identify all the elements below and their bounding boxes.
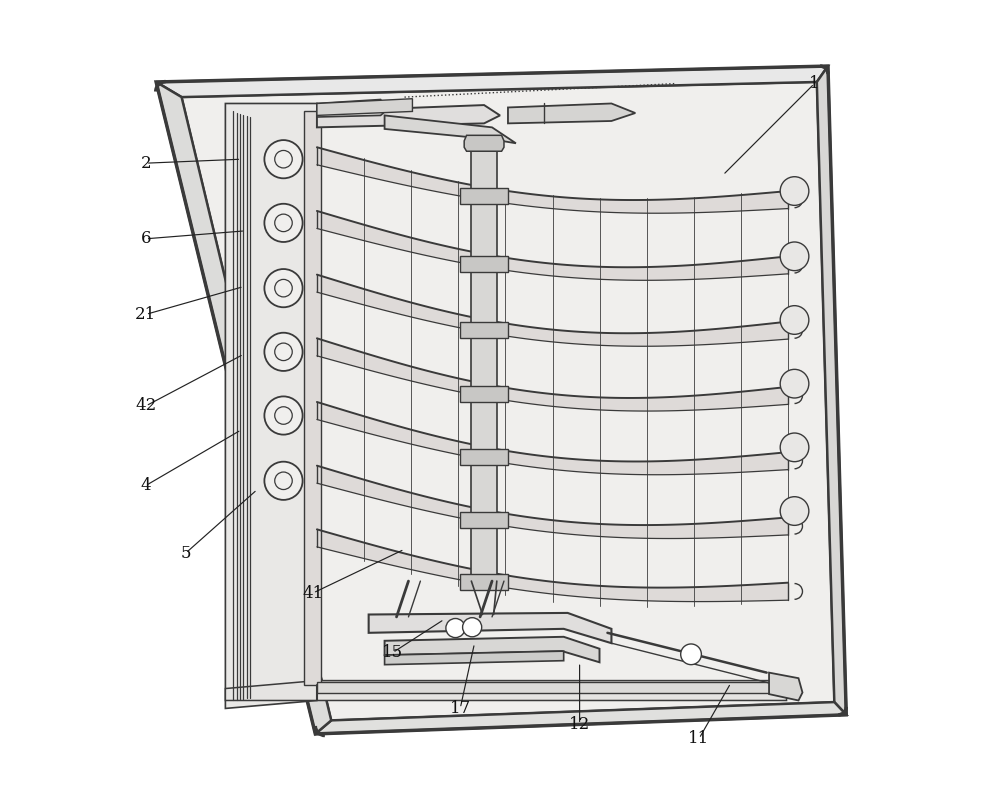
Circle shape (780, 497, 809, 525)
Polygon shape (156, 66, 828, 97)
Text: 12: 12 (569, 716, 590, 733)
Polygon shape (182, 82, 834, 720)
Polygon shape (369, 613, 611, 643)
Polygon shape (460, 574, 508, 590)
Polygon shape (460, 189, 508, 205)
Circle shape (463, 618, 482, 637)
Circle shape (780, 177, 809, 205)
Polygon shape (317, 466, 788, 539)
Polygon shape (317, 338, 788, 411)
Polygon shape (317, 682, 787, 693)
Polygon shape (460, 322, 508, 338)
Text: 15: 15 (382, 644, 403, 661)
Circle shape (264, 333, 303, 371)
Text: 41: 41 (302, 584, 324, 602)
Polygon shape (225, 103, 317, 708)
Polygon shape (317, 147, 788, 213)
Polygon shape (317, 105, 500, 127)
Circle shape (264, 462, 303, 500)
Polygon shape (317, 275, 788, 346)
Polygon shape (460, 386, 508, 402)
Circle shape (780, 433, 809, 462)
Text: 5: 5 (180, 544, 191, 562)
Polygon shape (317, 100, 387, 117)
Polygon shape (464, 135, 504, 151)
Polygon shape (317, 529, 788, 602)
Circle shape (681, 644, 701, 665)
Polygon shape (385, 637, 600, 662)
Polygon shape (317, 99, 412, 115)
Circle shape (780, 306, 809, 334)
Circle shape (780, 242, 809, 271)
Polygon shape (471, 143, 497, 581)
Text: 42: 42 (135, 397, 156, 415)
Text: 21: 21 (135, 306, 156, 323)
Polygon shape (225, 681, 787, 700)
Polygon shape (315, 702, 846, 734)
Circle shape (780, 369, 809, 398)
Text: 6: 6 (141, 230, 151, 248)
Polygon shape (769, 673, 802, 700)
Polygon shape (817, 66, 846, 715)
Polygon shape (460, 449, 508, 465)
Text: 2: 2 (140, 154, 151, 172)
Circle shape (264, 140, 303, 178)
Circle shape (446, 618, 465, 638)
Text: 4: 4 (140, 477, 151, 494)
Polygon shape (317, 402, 788, 474)
Polygon shape (317, 211, 788, 280)
Polygon shape (460, 513, 508, 529)
Circle shape (264, 269, 303, 307)
Polygon shape (508, 103, 635, 123)
Text: 1: 1 (809, 75, 820, 92)
Circle shape (264, 396, 303, 435)
Text: 17: 17 (450, 700, 471, 717)
Polygon shape (156, 82, 331, 734)
Text: 11: 11 (688, 730, 710, 747)
Polygon shape (304, 111, 321, 685)
Polygon shape (385, 115, 516, 143)
Polygon shape (460, 256, 508, 271)
Polygon shape (385, 651, 564, 665)
Circle shape (264, 204, 303, 242)
